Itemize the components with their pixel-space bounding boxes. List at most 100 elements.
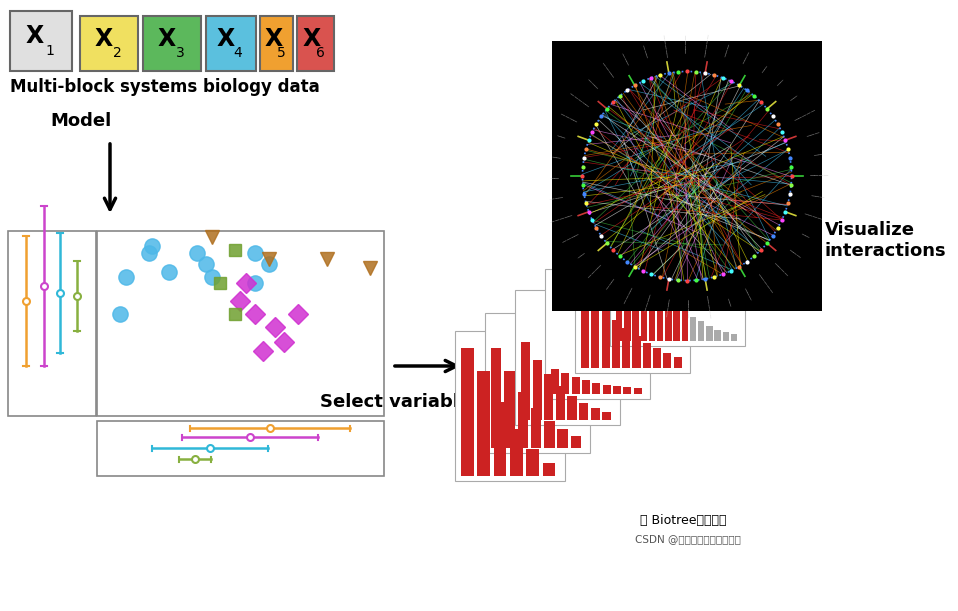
Text: —————: —————	[756, 272, 774, 295]
Text: ————: ————	[559, 230, 579, 243]
Text: ———: ———	[741, 287, 753, 302]
Text: 2: 2	[113, 46, 122, 60]
Text: 3: 3	[175, 46, 185, 60]
Bar	[493, 402, 507, 476]
Bar	[477, 371, 490, 476]
Text: ———: ———	[641, 42, 650, 57]
Text: 4: 4	[234, 46, 242, 60]
Text: ——: ——	[551, 152, 561, 158]
Bar	[552, 41, 822, 311]
Bar	[632, 336, 641, 368]
FancyBboxPatch shape	[515, 290, 620, 425]
Text: ———: ———	[586, 75, 600, 89]
FancyBboxPatch shape	[97, 421, 384, 476]
Bar	[706, 326, 713, 341]
Text: ————: ————	[620, 285, 633, 304]
Text: ——: ——	[789, 93, 800, 103]
Text: ————: ————	[662, 297, 671, 317]
Bar	[491, 348, 501, 448]
Bar	[681, 311, 688, 341]
Bar	[582, 380, 590, 394]
FancyBboxPatch shape	[545, 269, 650, 399]
FancyBboxPatch shape	[8, 231, 96, 416]
Bar	[556, 386, 565, 420]
Bar	[572, 377, 580, 394]
Bar	[551, 368, 559, 394]
Bar	[517, 392, 528, 448]
FancyBboxPatch shape	[485, 313, 590, 453]
Bar	[603, 385, 611, 394]
Bar	[510, 429, 523, 476]
Bar	[603, 412, 611, 420]
Bar	[633, 388, 642, 394]
Text: ——: ——	[724, 297, 732, 308]
Bar	[690, 317, 696, 341]
Text: ——: ——	[574, 249, 585, 259]
Bar	[673, 356, 682, 368]
Bar	[544, 420, 555, 448]
Text: ———: ———	[787, 247, 802, 260]
Circle shape	[565, 54, 809, 298]
Bar	[616, 247, 623, 341]
Text: —————: —————	[703, 32, 712, 57]
Text: Select variables: Select variables	[320, 393, 482, 411]
Text: —————: —————	[793, 108, 817, 123]
Bar	[531, 408, 541, 448]
FancyBboxPatch shape	[575, 243, 690, 373]
Text: ————: ————	[685, 34, 690, 53]
Bar	[663, 353, 672, 368]
Bar	[612, 320, 620, 368]
Bar	[521, 342, 530, 420]
Bar	[558, 430, 568, 448]
Text: 5: 5	[277, 46, 285, 60]
Bar	[580, 403, 588, 420]
Bar	[624, 387, 631, 394]
Bar	[602, 310, 609, 368]
Text: 6: 6	[316, 46, 325, 60]
Text: CSDN @代谢组学相关资讯分享: CSDN @代谢组学相关资讯分享	[635, 534, 741, 544]
Bar	[715, 329, 720, 341]
Text: ———: ———	[603, 276, 615, 291]
Text: —————: —————	[662, 32, 671, 57]
Text: X: X	[303, 27, 321, 51]
Bar	[461, 348, 474, 476]
Text: 🐾 Biotree代谢组学: 🐾 Biotree代谢组学	[640, 514, 726, 527]
Text: ————: ————	[641, 292, 651, 312]
Text: ———: ———	[723, 42, 733, 57]
Text: Visualize
interactions: Visualize interactions	[825, 221, 947, 260]
Bar	[643, 343, 650, 368]
Bar	[591, 408, 600, 420]
Bar	[622, 327, 630, 368]
Text: ——: ——	[813, 152, 823, 158]
FancyBboxPatch shape	[455, 331, 565, 481]
Bar	[665, 298, 672, 341]
FancyBboxPatch shape	[297, 16, 334, 71]
Bar	[613, 386, 621, 394]
Bar	[653, 348, 661, 368]
Bar	[561, 373, 569, 394]
Bar	[673, 306, 680, 341]
Text: ———: ———	[741, 50, 753, 65]
Bar	[526, 449, 539, 476]
Bar	[533, 360, 541, 420]
Text: Model: Model	[50, 112, 111, 130]
Bar	[657, 291, 663, 341]
FancyBboxPatch shape	[206, 16, 256, 71]
Text: X: X	[157, 27, 175, 51]
FancyBboxPatch shape	[80, 16, 138, 71]
Bar	[571, 436, 582, 448]
Bar	[641, 277, 647, 341]
Bar	[722, 332, 729, 341]
Text: X: X	[94, 27, 112, 51]
FancyBboxPatch shape	[10, 11, 72, 71]
Bar	[649, 285, 655, 341]
Text: X: X	[264, 27, 283, 51]
Text: ————: ————	[685, 299, 690, 318]
FancyBboxPatch shape	[260, 16, 293, 71]
Bar	[581, 285, 589, 368]
Text: ——: ——	[556, 131, 566, 139]
Text: ———: ———	[806, 130, 821, 139]
Text: ———: ———	[621, 50, 632, 65]
Text: ——: ——	[549, 174, 559, 178]
Text: ——: ——	[760, 63, 770, 74]
